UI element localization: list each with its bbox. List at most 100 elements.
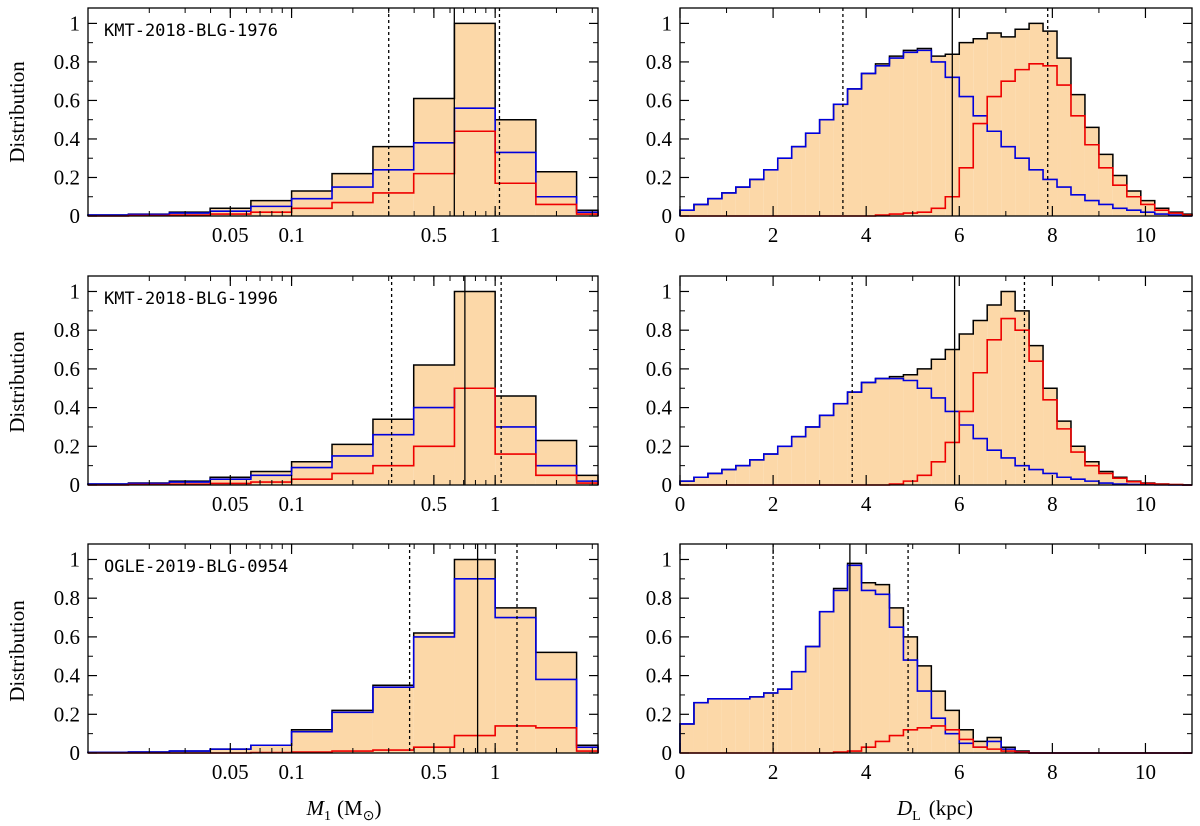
total-bar bbox=[791, 146, 806, 216]
x-axis-title-mass-unit-close: ) bbox=[374, 796, 381, 820]
x-tick-label: 6 bbox=[954, 492, 965, 516]
y-tick-label: 0.6 bbox=[54, 625, 80, 649]
x-tick-label: 6 bbox=[954, 223, 965, 247]
y-tick-label: 0.6 bbox=[646, 625, 672, 649]
total-bar bbox=[1126, 481, 1141, 485]
x-tick-label: 0.5 bbox=[421, 223, 447, 247]
total-bar bbox=[1001, 747, 1016, 753]
total-bar bbox=[576, 210, 598, 216]
y-tick-label: 0.8 bbox=[54, 586, 80, 610]
total-bar bbox=[1015, 29, 1030, 216]
total-bar bbox=[1126, 190, 1141, 216]
total-bar bbox=[973, 38, 988, 217]
event-label: OGLE-2019-BLG-0954 bbox=[104, 557, 288, 577]
total-bar bbox=[1168, 212, 1183, 216]
total-bar bbox=[931, 359, 946, 485]
total-bar bbox=[1084, 461, 1099, 485]
total-bar bbox=[535, 440, 577, 485]
panel-1: 0 0.2 0.4 0.6 0.8 1 0.05 0.1 0.5 1 KMT-2018-BLG-19… bbox=[54, 7, 599, 247]
total-bar bbox=[987, 33, 1002, 216]
total-bar bbox=[332, 173, 373, 216]
x-tick-label: 0.5 bbox=[421, 492, 447, 516]
disk-line bbox=[87, 107, 599, 216]
total-bar bbox=[1112, 477, 1127, 485]
total-bar bbox=[413, 98, 455, 216]
total-bar bbox=[1001, 291, 1016, 485]
total-bar bbox=[169, 751, 211, 753]
total-bar bbox=[959, 42, 974, 216]
x-axis-title-distance-symbol: D bbox=[896, 796, 912, 820]
total-bar bbox=[763, 454, 778, 485]
total-bar bbox=[169, 212, 211, 216]
total-bar bbox=[889, 376, 904, 485]
y-tick-label: 0.2 bbox=[54, 702, 80, 726]
total-bar bbox=[1112, 175, 1127, 216]
bulge-line bbox=[88, 130, 599, 217]
total-bar bbox=[847, 88, 862, 216]
total-bar bbox=[1057, 58, 1071, 216]
total-bar bbox=[847, 563, 862, 753]
total-bar bbox=[917, 665, 932, 753]
total-bar bbox=[959, 729, 974, 753]
total-bar bbox=[889, 56, 904, 217]
y-tick-label: 0.8 bbox=[646, 318, 672, 342]
total-bar bbox=[372, 685, 414, 753]
total-bar bbox=[959, 334, 974, 485]
total-bar bbox=[1029, 23, 1044, 216]
total-bar bbox=[1001, 36, 1016, 216]
total-bar bbox=[495, 395, 536, 485]
y-axis-title-row-2: Distribution bbox=[5, 331, 29, 433]
x-tick-label: 0.05 bbox=[212, 760, 249, 784]
total-bar bbox=[693, 702, 708, 753]
x-tick-label: 4 bbox=[861, 492, 872, 516]
total-bar bbox=[1098, 471, 1113, 485]
y-axis-title-row-1: Distribution bbox=[5, 61, 29, 163]
total-bar bbox=[535, 652, 577, 753]
total-bar bbox=[693, 477, 708, 485]
x-tick-label: 0.1 bbox=[278, 492, 304, 516]
total-bar bbox=[749, 696, 764, 753]
x-tick-label: 1 bbox=[490, 492, 501, 516]
total-bar bbox=[735, 465, 750, 485]
total-bar bbox=[680, 210, 694, 216]
total-bar bbox=[805, 426, 820, 485]
y-tick-label: 0.4 bbox=[646, 396, 673, 420]
total-bar bbox=[987, 305, 1002, 485]
total-bar bbox=[1084, 127, 1099, 216]
y-tick-label: 0.8 bbox=[54, 318, 80, 342]
total-bar bbox=[763, 693, 778, 753]
total-bar bbox=[819, 611, 834, 753]
total-bar bbox=[819, 415, 834, 485]
total-bar bbox=[707, 698, 722, 753]
total-bar bbox=[917, 368, 932, 485]
x-axis-title-distance-unit: (kpc) bbox=[929, 796, 973, 820]
y-tick-label: 0 bbox=[70, 204, 81, 228]
total-bar bbox=[875, 584, 890, 753]
axes-frame bbox=[679, 275, 1193, 486]
total-bar bbox=[1070, 94, 1085, 216]
y-tick-label: 0 bbox=[70, 741, 81, 765]
x-tick-label: 10 bbox=[1135, 760, 1156, 784]
total-bar bbox=[1029, 345, 1044, 485]
total-bar bbox=[861, 73, 876, 216]
total-bar bbox=[833, 104, 848, 216]
total-bar bbox=[749, 459, 764, 485]
axes-frame bbox=[87, 7, 599, 217]
y-tick-label: 0.6 bbox=[646, 357, 672, 381]
y-tick-label: 0.6 bbox=[54, 357, 80, 381]
total-bar bbox=[763, 169, 778, 216]
axes-frame bbox=[87, 275, 599, 486]
bulge-line bbox=[88, 387, 599, 486]
y-tick-label: 0.8 bbox=[54, 50, 80, 74]
total-bar bbox=[833, 588, 848, 753]
y-tick-label: 0 bbox=[662, 473, 673, 497]
total-bar bbox=[721, 469, 736, 485]
total-bar bbox=[169, 481, 211, 485]
x-axis-title-mass: M1 (M⊙) bbox=[306, 796, 382, 824]
y-axis-titles: Distribution Distribution Distribution bbox=[5, 61, 29, 702]
total-bar bbox=[332, 710, 373, 753]
x-tick-label: 0.1 bbox=[278, 223, 304, 247]
y-tick-label: 1 bbox=[662, 547, 673, 571]
axes-frame bbox=[679, 7, 1193, 217]
x-tick-label: 4 bbox=[861, 223, 872, 247]
